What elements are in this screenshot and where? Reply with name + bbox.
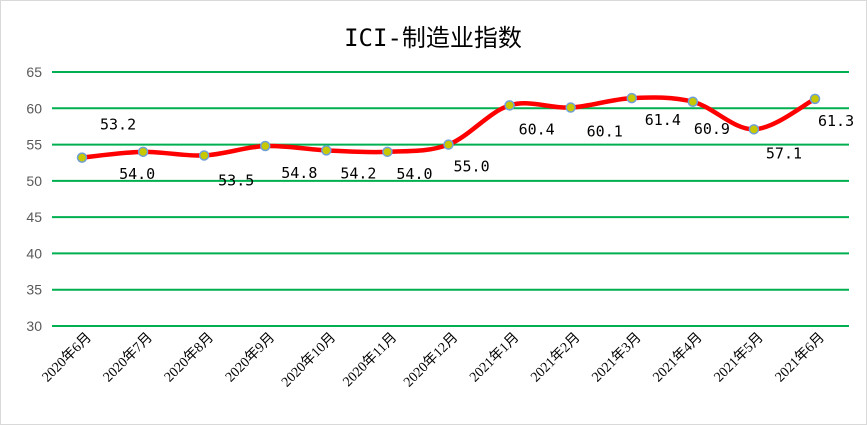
data-label: 57.1: [766, 144, 802, 162]
data-label: 60.4: [519, 120, 555, 138]
data-point: [198, 150, 210, 161]
data-point: [76, 152, 88, 163]
y-tick-label: 55: [26, 137, 42, 153]
data-point: [687, 96, 699, 108]
data-point: [748, 124, 760, 135]
data-point: [809, 93, 821, 105]
data-label: 60.9: [694, 120, 730, 138]
data-label: 61.3: [818, 112, 854, 130]
y-tick-label: 35: [26, 282, 42, 298]
y-tick-label: 45: [26, 209, 42, 225]
x-tick-label: 2021年3月: [589, 330, 645, 386]
y-tick-label: 65: [26, 64, 42, 80]
x-tick-label: 2021年2月: [528, 330, 584, 386]
data-label: 54.8: [281, 164, 317, 182]
x-tick-label: 2020年7月: [100, 330, 156, 386]
x-tick-label: 2021年1月: [467, 330, 523, 386]
data-label: 54.0: [119, 165, 155, 183]
data-point: [626, 92, 637, 104]
x-tick-label: 2021年6月: [772, 330, 828, 386]
x-tick-label: 2021年5月: [711, 330, 767, 386]
x-tick-label: 2020年12月: [401, 330, 462, 391]
data-point: [382, 146, 393, 158]
y-tick-label: 60: [26, 100, 42, 116]
data-point: [321, 145, 332, 156]
x-tick-label: 2020年8月: [161, 330, 217, 386]
data-label: 55.0: [454, 158, 490, 176]
x-tick-label: 2020年11月: [340, 330, 400, 390]
y-tick-label: 50: [26, 173, 42, 189]
x-tick-label: 2020年6月: [39, 330, 95, 386]
data-label: 53.5: [218, 171, 254, 189]
data-point: [565, 102, 576, 113]
x-tick-label: 2020年9月: [222, 330, 278, 386]
y-tick-label: 40: [26, 245, 42, 261]
data-label: 61.4: [645, 111, 681, 129]
data-label: 60.1: [587, 123, 623, 141]
data-label: 54.2: [340, 164, 376, 182]
data-point: [260, 140, 271, 152]
data-label: 54.0: [396, 165, 432, 183]
data-point: [504, 100, 515, 111]
x-tick-label: 2020年10月: [278, 330, 339, 391]
data-label: 53.2: [100, 116, 136, 134]
data-point: [443, 139, 454, 150]
y-tick-label: 30: [26, 318, 42, 334]
data-point: [137, 146, 149, 158]
chart-title: ICI-制造业指数: [344, 24, 522, 52]
x-tick-label: 2021年4月: [650, 330, 706, 386]
